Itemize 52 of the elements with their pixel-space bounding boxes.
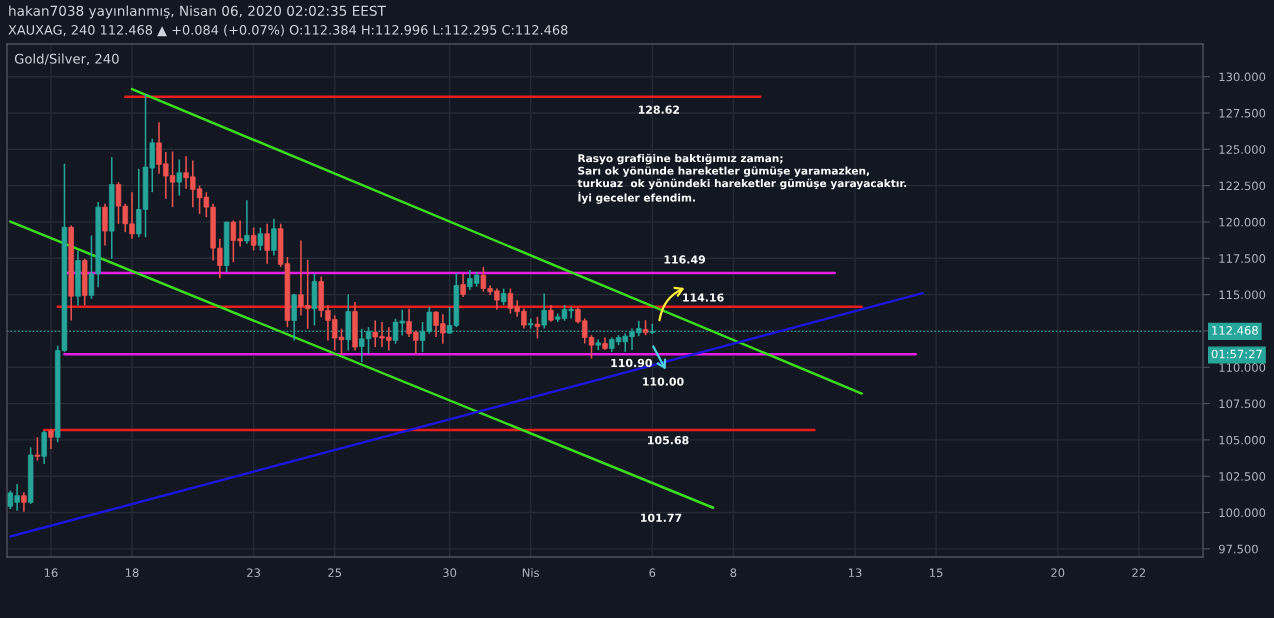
annotation: Rasyo grafiğine baktığımız zaman; Sarı ok yönünde hareketler gümüşe yaramazken, turkuaz ok yönündeki hareketler gümüşe yarayacaktır. İyi geceler efendim. xyxy=(577,153,907,204)
x-tick-label: 16 xyxy=(44,568,58,578)
y-tick-label: 117.500 xyxy=(1219,254,1266,263)
candlestick xyxy=(541,292,547,330)
annotation: 128.62 xyxy=(638,105,680,114)
y-tick-label: 120.000 xyxy=(1219,217,1266,227)
chart-title: hakan7038 yayınlanmış, Nisan 06, 2020 02:02:35 EEST xyxy=(9,5,386,19)
candlestick xyxy=(34,436,41,462)
x-tick-label: 23 xyxy=(247,568,261,578)
y-tick-label: 130.000 xyxy=(1219,72,1266,82)
annotation: 101.77 xyxy=(641,513,682,522)
x-tick-label: 18 xyxy=(125,568,139,578)
chart-subtitle: XAUXAG, 240 112.468 ▲ +0.084 (+0.07%) O:112.384 H:112.996 L:112.295 C:112.468 xyxy=(8,24,568,37)
annotation: Gold/Silver, 240 xyxy=(14,53,119,66)
x-tick-label: 8 xyxy=(730,568,737,578)
y-tick-label: 115.000 xyxy=(1219,290,1266,300)
ref-line-label: 112.468 xyxy=(1212,326,1258,335)
y-tick-label: 122.500 xyxy=(1219,181,1266,191)
x-tick-label: 20 xyxy=(1051,568,1065,578)
candlestick xyxy=(102,203,108,247)
x-tick-label: 30 xyxy=(443,568,457,578)
text: 01:57:27 xyxy=(1211,349,1262,359)
x-tick-label: 25 xyxy=(328,568,342,578)
annotation: 110.90 xyxy=(611,358,652,368)
y-tick-label: 127.500 xyxy=(1219,108,1266,118)
x-tick-label: 22 xyxy=(1132,568,1145,577)
candlestick xyxy=(264,222,270,265)
x-tick-label: 13 xyxy=(848,568,862,578)
y-tick-label: 100.000 xyxy=(1219,508,1266,518)
x-tick-label: 6 xyxy=(649,568,656,578)
y-tick-label: 125.000 xyxy=(1219,145,1266,154)
candlestick xyxy=(271,217,277,257)
y-tick-label: 102.500 xyxy=(1219,472,1266,481)
candlestick xyxy=(244,199,250,245)
y-tick-label: 110.000 xyxy=(1219,363,1266,372)
candlestick xyxy=(48,428,54,450)
y-tick-label: 105.000 xyxy=(1219,435,1266,445)
annotation: 105.68 xyxy=(648,436,689,445)
x-tick-label: Nis xyxy=(522,568,540,578)
annotation: 114.16 xyxy=(683,293,724,302)
x-tick-label: 15 xyxy=(930,568,943,578)
candlestick xyxy=(250,226,257,252)
candlestick xyxy=(460,272,466,298)
candlestick xyxy=(176,158,183,197)
candlestick xyxy=(257,226,264,252)
annotation: 116.49 xyxy=(664,255,705,264)
candlestick xyxy=(21,491,27,513)
y-tick-label: 107.500 xyxy=(1219,399,1266,409)
y-tick-label: 97.500 xyxy=(1219,544,1258,554)
candlestick xyxy=(41,429,47,465)
candlestick xyxy=(534,316,541,340)
annotation: 110.00 xyxy=(643,377,684,386)
